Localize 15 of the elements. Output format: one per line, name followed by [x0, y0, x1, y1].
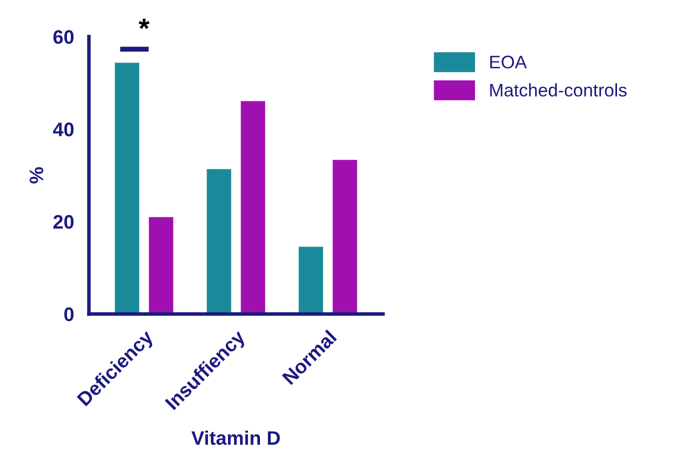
x-axis-title: Vitamin D: [191, 430, 280, 445]
bar: [114, 62, 140, 314]
text: *: [138, 18, 150, 30]
y-tick-label: 20: [53, 214, 74, 229]
y-tick-label: 60: [53, 30, 74, 44]
legend-label: EOA: [490, 56, 527, 68]
y-axis-title: %: [30, 167, 44, 184]
bar: [148, 217, 174, 314]
y-tick-label: 0: [64, 307, 74, 322]
y-tick-label: 40: [53, 122, 74, 136]
legend-label: Matched-controls: [490, 83, 627, 97]
bar: [298, 246, 324, 314]
bar: [206, 169, 232, 314]
bar: [332, 160, 358, 314]
bar: [240, 101, 266, 314]
